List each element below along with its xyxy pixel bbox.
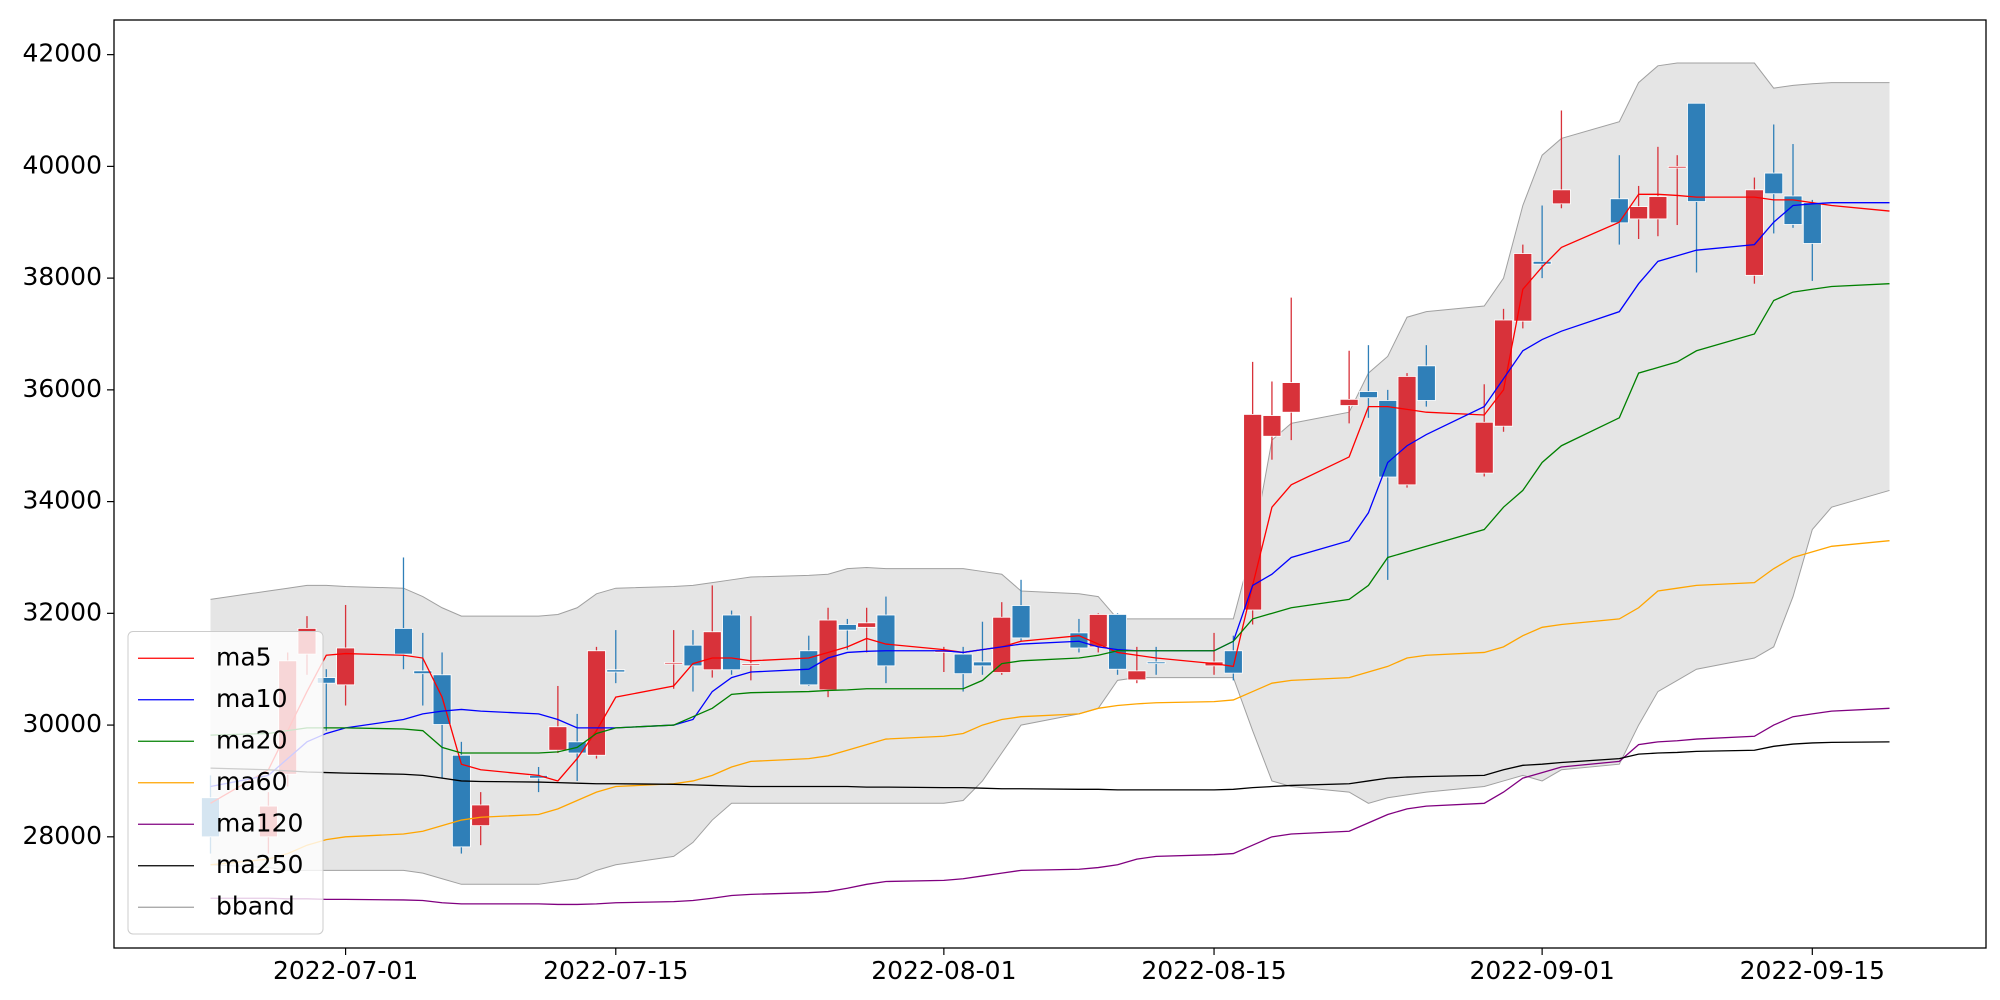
y-tick-label: 34000	[22, 486, 102, 515]
candle-body	[973, 661, 992, 667]
candle-body	[683, 644, 703, 667]
candle-body	[1281, 382, 1301, 413]
bband-edge	[210, 62, 1890, 620]
candle-body	[1262, 415, 1282, 437]
candle-body	[1223, 650, 1243, 674]
candle-body	[1532, 260, 1552, 265]
x-tick-label: 2022-07-15	[543, 956, 688, 985]
candle-body	[471, 804, 491, 827]
candle-body	[837, 624, 857, 631]
y-tick-label: 42000	[22, 39, 102, 68]
candle-body	[1667, 165, 1687, 169]
candle-body	[1243, 414, 1263, 611]
legend-label: bband	[216, 891, 295, 920]
candle-body	[1339, 398, 1359, 406]
ma-line	[210, 540, 1890, 866]
candle-body	[1745, 189, 1764, 276]
candle-body	[1494, 319, 1513, 427]
candle-body	[741, 663, 761, 666]
candle-body	[876, 614, 896, 667]
y-tick-label: 36000	[22, 374, 102, 403]
candle-body	[451, 754, 471, 848]
legend-label: ma60	[216, 767, 287, 796]
bband-area	[210, 63, 1890, 885]
candle-body	[1802, 202, 1822, 244]
ma-line	[210, 283, 1890, 754]
legend-label: ma120	[216, 808, 303, 837]
candle-body	[336, 647, 355, 686]
candle-body	[1783, 195, 1803, 225]
x-tick-label: 2022-09-01	[1469, 956, 1614, 985]
candle-body	[1359, 391, 1378, 399]
x-tick-label: 2022-09-15	[1740, 956, 1885, 985]
candle-body	[606, 669, 626, 673]
candle-body	[1416, 365, 1436, 401]
x-tick-label: 2022-08-15	[1141, 956, 1286, 985]
candle-body	[1146, 661, 1166, 665]
candle-body	[702, 631, 722, 671]
ma-line	[210, 202, 1890, 788]
ma-line	[210, 707, 1890, 906]
candle-body	[1648, 196, 1668, 220]
legend-label: ma20	[216, 725, 287, 754]
candle-body	[548, 726, 568, 751]
candle-body	[818, 619, 838, 691]
y-tick-label: 28000	[22, 821, 102, 850]
candle-body	[394, 628, 413, 655]
candle-body	[857, 622, 877, 628]
candle-body	[1513, 253, 1533, 322]
legend-box	[127, 631, 324, 935]
candle-body	[1629, 206, 1649, 220]
candle-body	[722, 614, 741, 671]
candle-body	[587, 650, 606, 756]
candle-body	[1011, 605, 1031, 639]
legend-label: ma250	[216, 850, 303, 879]
y-tick-label: 38000	[22, 262, 102, 291]
candle-body	[1108, 614, 1127, 670]
candle-body	[1127, 670, 1147, 681]
candle-body	[1474, 421, 1494, 474]
candle-body	[953, 653, 973, 675]
y-tick-label: 40000	[22, 150, 102, 179]
x-tick-label: 2022-07-01	[273, 956, 418, 985]
x-tick-label: 2022-08-01	[871, 956, 1016, 985]
candle-body	[1609, 198, 1629, 224]
candle-body	[1687, 102, 1706, 202]
bband-edge	[210, 489, 1890, 885]
legend-label: ma10	[216, 684, 287, 713]
y-tick-label: 32000	[22, 597, 102, 626]
legend-label: ma5	[216, 642, 272, 671]
candle-body	[799, 650, 819, 686]
candle-body	[1552, 189, 1571, 205]
candle-body	[1378, 400, 1398, 478]
ma-line	[210, 193, 1890, 804]
candle-body	[1397, 376, 1417, 486]
ma-line	[210, 741, 1890, 791]
candle-body	[664, 662, 684, 665]
y-tick-label: 30000	[22, 709, 102, 738]
plot-frame	[113, 19, 1987, 949]
candle-body	[413, 670, 433, 675]
candle-body	[1764, 172, 1784, 195]
